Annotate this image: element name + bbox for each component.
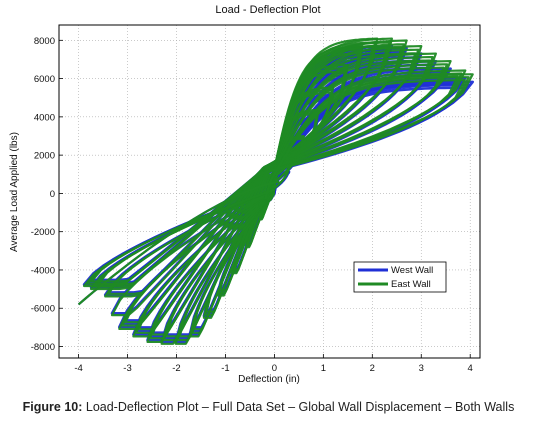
y-tick-label: 6000: [34, 74, 55, 85]
load-deflection-chart: Load - Deflection Plot -4 -3 -2 -1 0 1 2 3 4 -800…: [9, 4, 481, 385]
chart-title: Load - Deflection Plot: [215, 4, 320, 16]
x-tick-label: -2: [172, 363, 180, 374]
plot-frame: [58, 24, 481, 359]
y-tick-label: -4000: [31, 265, 55, 276]
legend-label-east-wall: East Wall: [391, 279, 431, 290]
y-tick-label: 0: [50, 189, 55, 200]
y-tick-label: -6000: [31, 304, 55, 315]
y-tick-label: -2000: [31, 227, 55, 238]
x-tick-label: 0: [272, 363, 277, 374]
hysteresis-loop: [165, 45, 389, 338]
hysteresis-loop: [151, 46, 403, 336]
x-tick-label: 3: [419, 363, 424, 374]
x-tick-label: -4: [74, 363, 82, 374]
y-axis-label: Average Load Applied (lbs): [9, 132, 20, 252]
hysteresis-loop: [137, 52, 417, 331]
x-tick-label: -3: [123, 363, 131, 374]
x-axis-label: Deflection (in): [238, 374, 300, 385]
y-tick-label: 8000: [34, 36, 55, 47]
envelope-curve: [77, 180, 280, 306]
figure-caption-text: Load-Deflection Plot – Full Data Set – G…: [82, 400, 515, 414]
series-east-wall: [77, 37, 474, 345]
y-tick-label: 2000: [34, 151, 55, 162]
hysteresis-loop: [90, 79, 466, 283]
y-tick-label: 4000: [34, 112, 55, 123]
legend-box: [353, 261, 447, 293]
x-tick-label: 2: [370, 363, 375, 374]
figure-caption: Figure 10: Load-Deflection Plot – Full D…: [0, 400, 537, 414]
hysteresis-curves: [77, 37, 474, 345]
legend-label-west-wall: West Wall: [391, 265, 433, 276]
x-tick-label: -1: [221, 363, 229, 374]
x-tick-label: 1: [321, 363, 326, 374]
figure-caption-label: Figure 10:: [22, 400, 83, 414]
axis-ticks: -4 -3 -2 -1 0 1 2 3 4 -8000 -6000 -4000 -2000 0 2000 40…: [31, 36, 473, 374]
legend: West Wall East Wall: [353, 261, 447, 293]
y-tick-label: -8000: [31, 342, 55, 353]
x-tick-label: 4: [468, 363, 473, 374]
